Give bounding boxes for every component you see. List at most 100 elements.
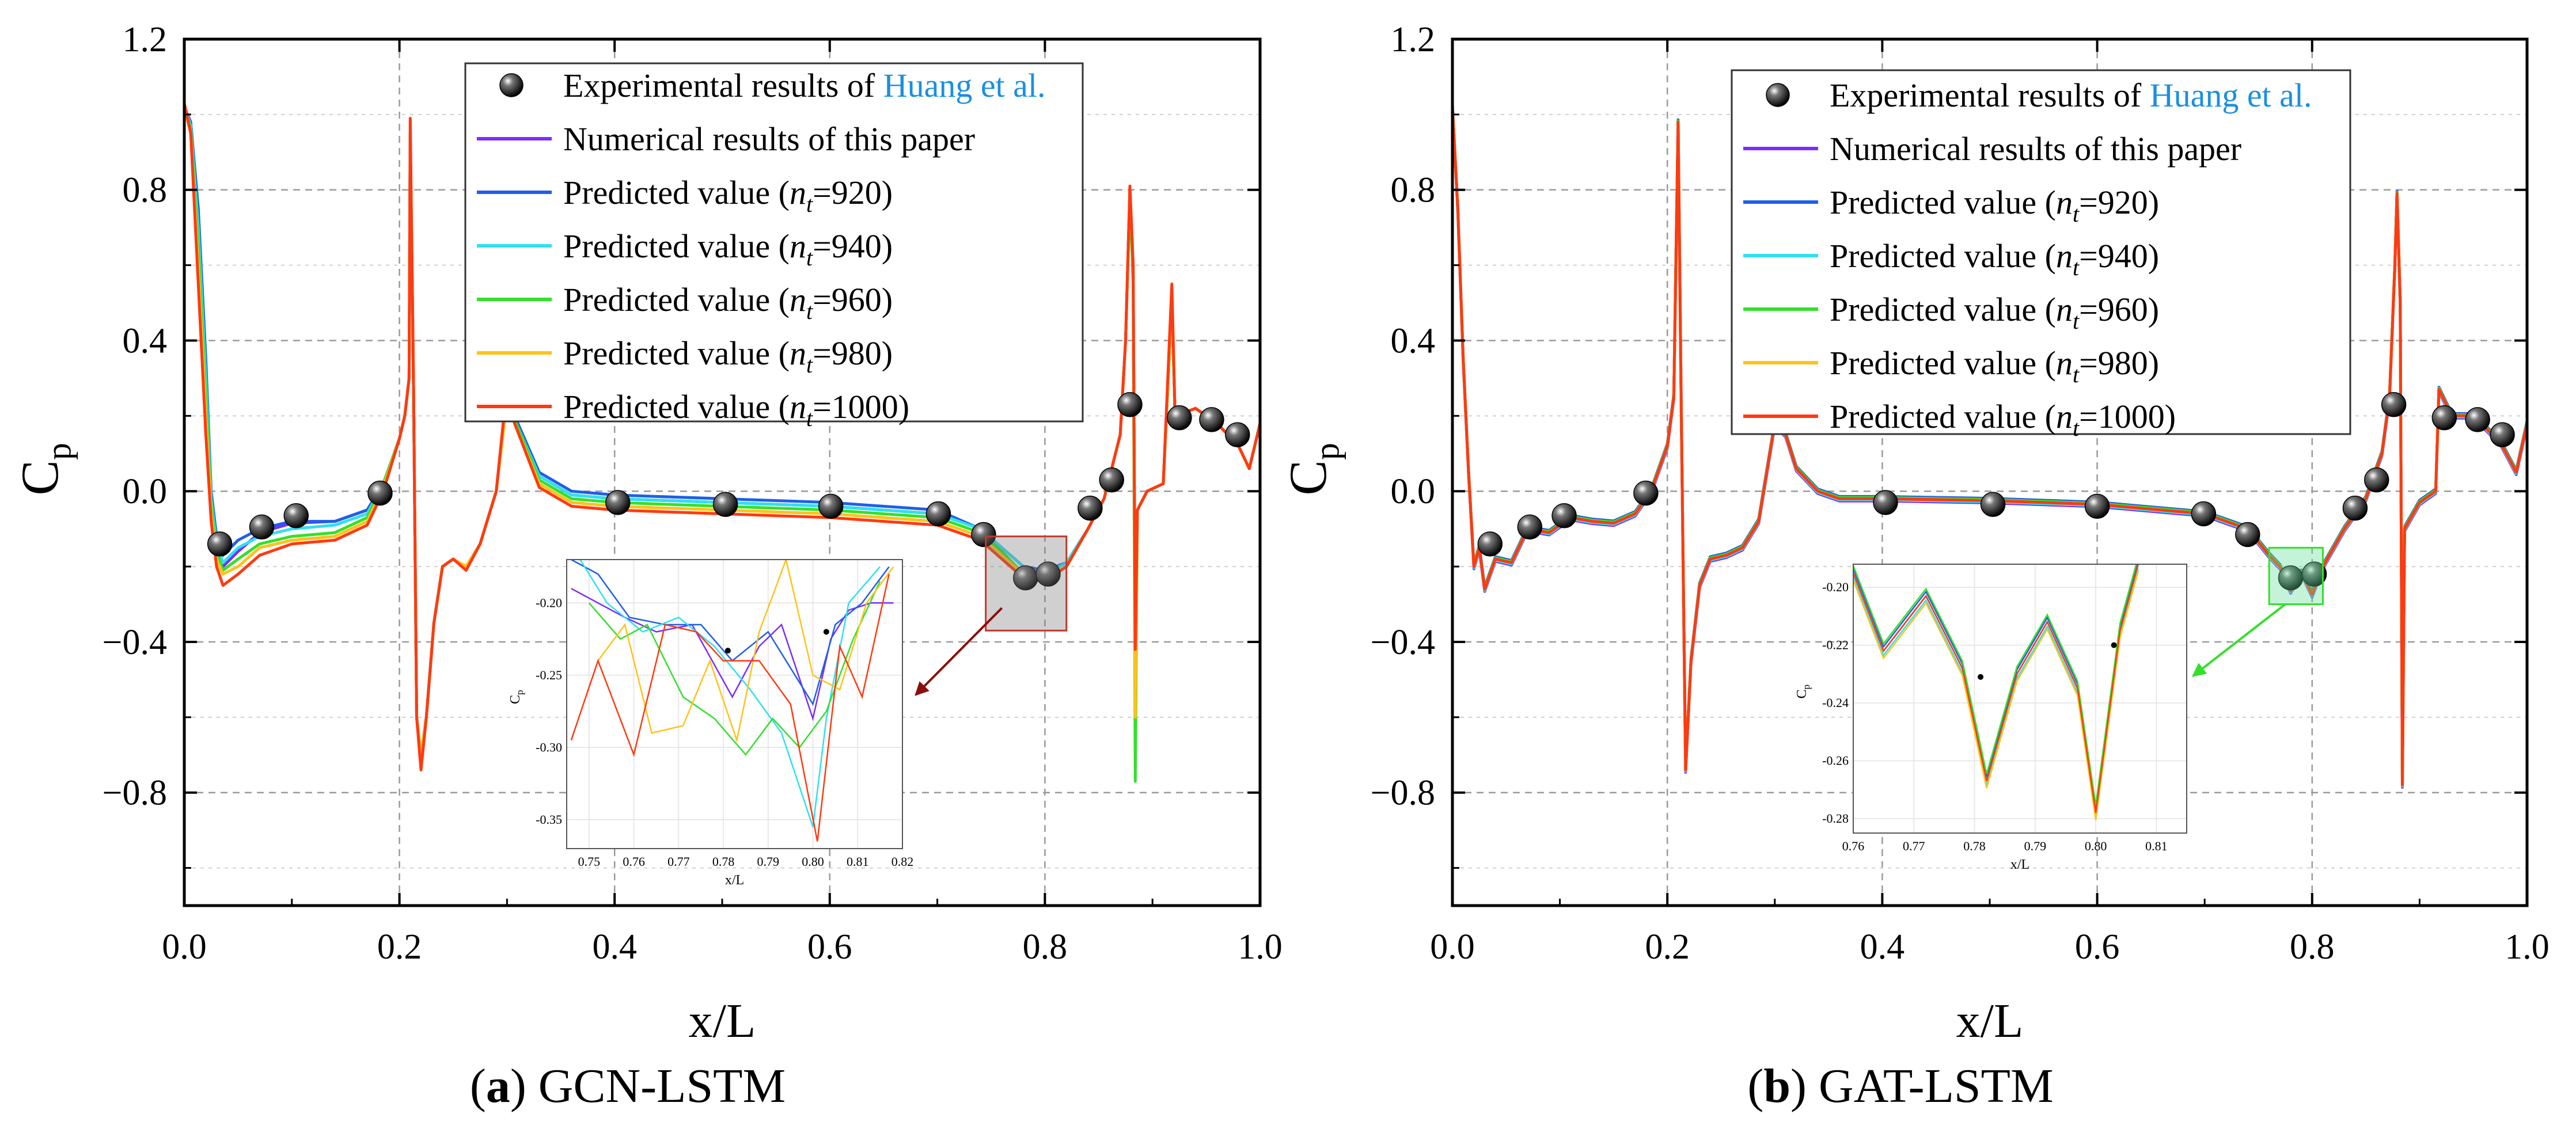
inset-x-tick-label: 0.78 [1963,839,1986,853]
experimental-point [1477,531,1503,557]
inset-y-tick-label: -0.28 [1822,811,1849,826]
inset-y-tick-label: -0.20 [1822,580,1849,594]
legend-pred-prefix: Predicted value ( [1830,291,2056,328]
inset-frame [566,559,903,849]
legend-pred-prefix: Predicted value ( [563,281,790,318]
legend-pred-prefix: Predicted value ( [1830,398,2056,435]
inset-x-tick-label: 0.77 [667,854,690,869]
y-tick-label: −0.8 [1371,774,1435,813]
experimental-point [971,522,996,548]
legend-nt960: Predicted value (nt=960) [563,281,893,324]
experimental-point [2490,422,2515,447]
inset-y-label-main: C [1795,689,1809,698]
inset-experimental-point [724,648,731,654]
x-tick-label: 0.6 [2075,927,2120,967]
zoom-arrow-a [915,607,1003,696]
legend-nt-value: =920) [2079,184,2159,221]
inset-y-label-sub: p [1801,685,1812,690]
y-tick-label: −0.4 [103,623,167,662]
experimental-point [2342,495,2368,521]
legend-pred-prefix: Predicted value ( [1830,184,2056,221]
legend-nt-value: =1000) [813,388,909,425]
inset-b: 0.76 0.77 0.78 0.79 0.80 0.81 -0.20 -0.22 -0.24 -… [1795,564,2187,872]
experimental-point [1035,561,1061,587]
y-tick-label: −0.4 [1371,623,1435,662]
zoom-region-a [985,535,1068,632]
y-axis-label: Cp [10,443,78,495]
x-tick-label: 0.2 [1645,927,1690,967]
legend-nt-value: =940) [2079,237,2159,275]
legend-reference-link[interactable]: Huang et al. [2150,77,2312,114]
inset-series-nt960 [1853,564,2137,806]
experimental-point [1078,495,1103,521]
experimental-point [1099,467,1124,493]
y-tick-label: 0.0 [123,472,168,511]
legend-reference-link[interactable]: Huang et al. [883,67,1046,104]
caption-b-name: GAT-LSTM [1819,1059,2054,1113]
inset-y-tick-label: -0.35 [536,812,562,827]
inset-experimental-point [1978,674,1984,680]
experimental-point [925,501,951,527]
y-tick-label: 0.0 [1391,472,1436,511]
caption-a-letter: a [485,1059,510,1113]
x-tick-label: 0.4 [1860,927,1905,967]
legend-nt-symbol: n [2056,184,2073,221]
experimental-point [2301,561,2327,587]
zoom-arrow-b [2192,603,2286,677]
caption-b-letter: b [1763,1059,1791,1113]
inset-x-tick-label: 0.79 [757,854,780,869]
legend-pred-prefix: Predicted value ( [563,388,790,425]
legend-nt-value: =1000) [2079,398,2176,435]
legend-a: Experimental results of Huang et al. Nume… [464,62,1084,431]
legend-nt980: Predicted value (nt=980) [563,334,893,378]
experimental-point [1517,514,1543,540]
legend-nt-symbol: n [790,227,806,265]
experimental-point [283,503,309,529]
x-tick-label: 0.2 [377,927,422,967]
legend-pred-prefix: Predicted value ( [1830,344,2056,382]
experimental-point [2191,501,2217,527]
y-axis-label-main: C [1278,460,1337,495]
legend-nt-symbol: n [2056,291,2073,328]
experimental-point [1980,492,2006,517]
experimental-point [712,492,738,517]
legend-nt920: Predicted value (nt=920) [563,174,893,217]
y-tick-label: 0.4 [1391,321,1436,360]
experimental-point [2381,391,2407,417]
experimental-point [605,490,631,515]
legend-nt-value: =940) [813,227,893,265]
y-tick-label: 1.2 [123,20,168,59]
y-axis-label-sub: p [40,443,78,460]
inset-background [1853,564,2187,834]
legend-experimental-label: Experimental results of [1830,77,2150,114]
legend-nt-value: =920) [813,174,893,211]
experimental-point [1633,480,1659,506]
x-tick-label: 1.0 [1238,927,1283,967]
y-axis-label-main: C [10,460,69,495]
x-tick-label: 0.8 [1023,927,1068,967]
legend-pred-prefix: Predicted value ( [563,174,790,211]
experimental-point [499,73,523,97]
legend-nt-symbol: n [790,388,806,425]
legend-nt-sub: t [2073,201,2080,227]
y-tick-label: 0.4 [123,321,168,360]
inset-lines [570,560,894,842]
zoom-region-b [2268,546,2324,606]
caption-a: (a) GCN-LSTM [469,1059,786,1113]
experimental-point [2364,467,2389,493]
x-tick-label: 0.4 [592,927,637,967]
caption-a-name: GCN-LSTM [538,1059,786,1113]
experimental-point [1225,422,1250,447]
legend-experimental-label: Experimental results of [563,67,883,104]
inset-x-tick-label: 0.78 [712,854,735,869]
legend-nt-symbol: n [2056,398,2073,435]
x-tick-label: 0.0 [162,927,207,967]
x-tick-label: 0.8 [2290,927,2335,967]
inset-series-nt1000 [570,573,890,842]
legend-nt-sub: t [806,298,813,324]
series-line-nt1000 [1452,107,2527,787]
y-tick-label: 1.2 [1391,20,1436,59]
inset-y-label: Cp [1795,685,1812,699]
inset-x-tick-label: 0.81 [847,854,869,869]
